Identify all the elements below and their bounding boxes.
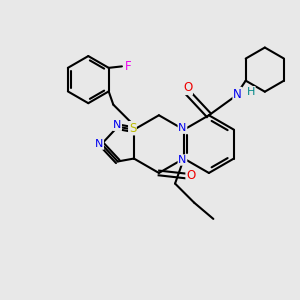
- Text: N: N: [178, 123, 187, 133]
- Text: O: O: [186, 169, 195, 182]
- Text: N: N: [113, 120, 121, 130]
- Text: S: S: [129, 122, 136, 135]
- Text: N: N: [95, 139, 103, 149]
- Text: O: O: [183, 81, 192, 94]
- Text: H: H: [247, 87, 255, 97]
- Text: N: N: [178, 155, 187, 165]
- Text: F: F: [124, 60, 131, 73]
- Text: N: N: [233, 88, 242, 100]
